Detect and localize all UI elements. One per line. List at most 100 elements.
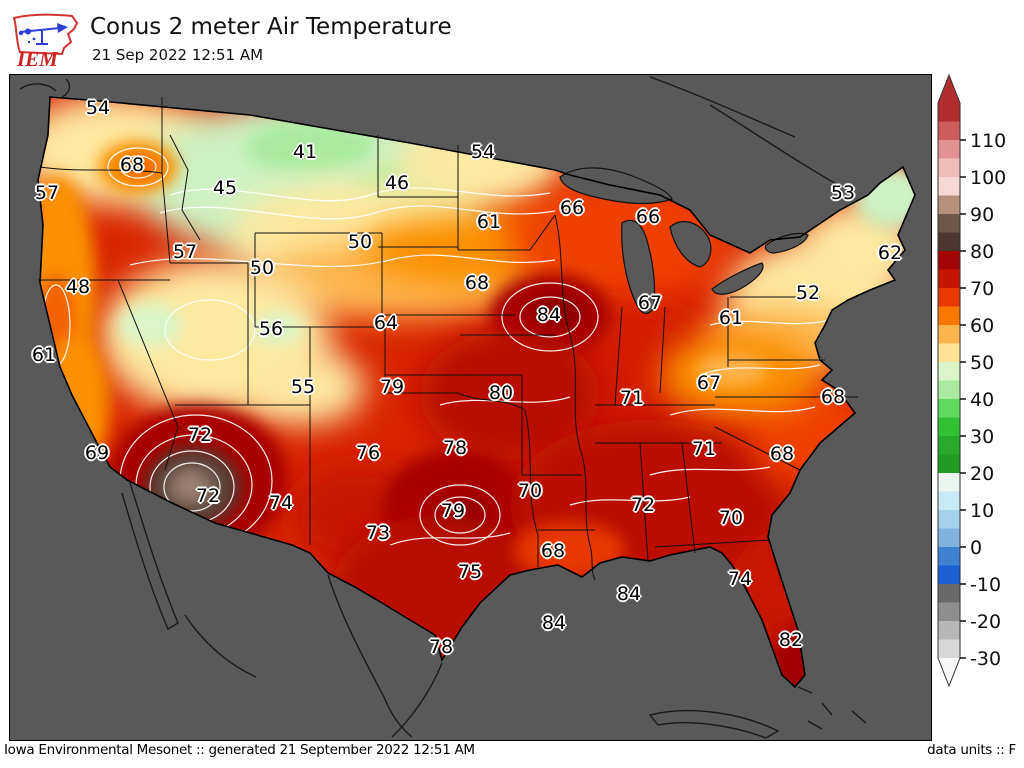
colorbar-segment — [938, 436, 960, 455]
temperature-label: 69 — [85, 442, 109, 464]
temperature-label: 50 — [250, 257, 274, 279]
temperature-label: 73 — [366, 522, 390, 544]
temperature-label: 84 — [617, 583, 641, 605]
temperature-label: 61 — [477, 211, 501, 233]
colorbar-segment — [938, 140, 960, 159]
temperature-label: 41 — [293, 141, 317, 163]
temperature-label: 78 — [429, 636, 453, 658]
temperature-label: 71 — [620, 387, 644, 409]
map-timestamp: 21 Sep 2022 12:51 AM — [92, 46, 263, 64]
colorbar-tick-label: -20 — [970, 611, 1001, 633]
weather-map-page: IEM Conus 2 meter Air Temperature 21 Sep… — [0, 0, 1024, 768]
footer-units: data units :: F — [927, 742, 1016, 758]
temperature-label: 57 — [173, 241, 197, 263]
temperature-label: 75 — [458, 561, 482, 583]
temperature-label: 72 — [196, 485, 220, 507]
colorbar-segment — [938, 325, 960, 344]
temperature-label: 82 — [779, 629, 803, 651]
colorbar-tick-label: 10 — [970, 500, 994, 522]
temperature-label: 61 — [32, 344, 56, 366]
colorbar-segment — [938, 473, 960, 492]
colorbar-segment — [938, 547, 960, 566]
colorbar-segment — [938, 307, 960, 326]
colorbar-tick-label: 40 — [970, 389, 994, 411]
colorbar-segment — [938, 510, 960, 529]
temperature-label: 66 — [636, 206, 660, 228]
temperature-label: 72 — [188, 424, 212, 446]
temperature-label: 54 — [86, 97, 110, 119]
footer-credit: Iowa Environmental Mesonet :: generated … — [4, 742, 475, 758]
colorbar-tick-label: 70 — [970, 278, 994, 300]
colorbar-tick-label: 0 — [970, 537, 982, 559]
temperature-label: 68 — [120, 154, 144, 176]
colorbar-segment — [938, 159, 960, 178]
colorbar-segment — [938, 529, 960, 548]
temperature-label: 78 — [443, 437, 467, 459]
page-title: Conus 2 meter Air Temperature — [90, 14, 452, 40]
temperature-label: 68 — [770, 443, 794, 465]
temperature-label: 54 — [471, 141, 495, 163]
temperature-label: 70 — [719, 507, 743, 529]
temperature-label: 70 — [518, 480, 542, 502]
temperature-label: 68 — [541, 540, 565, 562]
temperature-label: 64 — [374, 312, 398, 334]
colorbar-segment — [938, 381, 960, 400]
colorbar-tick-label: -30 — [970, 648, 1001, 670]
colorbar: 1101009080706050403020100-10-20-30 — [933, 73, 1023, 698]
temperature-label: 67 — [638, 292, 662, 314]
temperature-label: 84 — [537, 304, 561, 326]
colorbar-segment — [938, 399, 960, 418]
colorbar-tick-label: 110 — [970, 130, 1006, 152]
temperature-label: 55 — [291, 376, 315, 398]
colorbar-segment — [938, 270, 960, 289]
map-label-layer: 5468574145575048465450616666688464675362… — [10, 75, 931, 740]
temperature-label: 52 — [796, 282, 820, 304]
colorbar-tick-label: 60 — [970, 315, 994, 337]
colorbar-arrow-bottom — [938, 658, 960, 686]
iem-logo-text: IEM — [16, 47, 59, 70]
colorbar-segment — [938, 621, 960, 640]
colorbar-tick-label: 50 — [970, 352, 994, 374]
colorbar-segment — [938, 584, 960, 603]
colorbar-segment — [938, 233, 960, 252]
colorbar-tick-label: -10 — [970, 574, 1001, 596]
conus-temperature-map: 5468574145575048465450616666688464675362… — [10, 75, 931, 740]
colorbar-tick-label: 20 — [970, 463, 994, 485]
temperature-label: 68 — [465, 272, 489, 294]
colorbar-tick-label: 100 — [970, 167, 1006, 189]
temperature-label: 68 — [821, 386, 845, 408]
temperature-label: 67 — [697, 372, 721, 394]
temperature-label: 71 — [692, 438, 716, 460]
temperature-label: 46 — [385, 172, 409, 194]
colorbar-tick-label: 30 — [970, 426, 994, 448]
temperature-label: 50 — [348, 231, 372, 253]
temperature-label: 57 — [35, 182, 59, 204]
colorbar-segment — [938, 344, 960, 363]
temperature-label: 48 — [66, 276, 90, 298]
iem-logo: IEM — [8, 4, 84, 70]
colorbar-segment — [938, 362, 960, 381]
temperature-label: 74 — [728, 568, 752, 590]
colorbar-segment — [938, 288, 960, 307]
colorbar-segment — [938, 177, 960, 196]
colorbar-tick-label: 80 — [970, 241, 994, 263]
colorbar-segment — [938, 196, 960, 215]
temperature-label: 74 — [269, 492, 293, 514]
colorbar-segment — [938, 103, 960, 122]
colorbar-segment — [938, 455, 960, 474]
temperature-label: 45 — [213, 177, 237, 199]
colorbar-segment — [938, 122, 960, 141]
temperature-label: 62 — [878, 242, 902, 264]
temperature-label: 53 — [831, 182, 855, 204]
colorbar-segment — [938, 640, 960, 659]
colorbar-segment — [938, 603, 960, 622]
colorbar-segment — [938, 492, 960, 511]
colorbar-segment — [938, 214, 960, 233]
temperature-label: 84 — [542, 612, 566, 634]
colorbar-tick-label: 90 — [970, 204, 994, 226]
temperature-label: 79 — [380, 376, 404, 398]
temperature-label: 80 — [489, 382, 513, 404]
temperature-label: 76 — [356, 442, 380, 464]
colorbar-segment — [938, 418, 960, 437]
colorbar-segment — [938, 566, 960, 585]
